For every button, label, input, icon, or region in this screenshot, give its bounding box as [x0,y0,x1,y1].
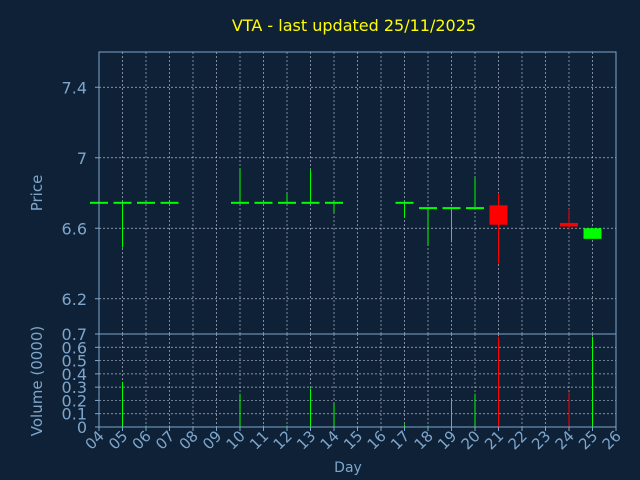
x-tick-label: 24 [552,427,578,453]
candle-body [489,205,508,225]
candle-body [419,207,437,210]
x-tick-label: 23 [528,427,554,453]
volume-y-tick-label: 0.4 [62,365,87,384]
price-candles [90,168,602,264]
volume-axis-label: Volume (0000) [28,326,46,436]
volume-gridlines [98,333,617,428]
x-tick-label: 11 [246,427,272,453]
x-tick-label: 18 [411,427,437,453]
x-tick-label: 08 [176,427,202,453]
x-tick-label: 09 [199,427,225,453]
x-tick-label: 21 [481,427,507,453]
candle-body [278,201,296,204]
volume-y-ticks: 00.10.20.30.40.50.60.7 [62,325,99,437]
price-y-ticks: 6.2 6.6 7 7.4 [62,78,99,309]
price-panel: 6.2 6.6 7 7.4 Price [28,51,617,335]
volume-y-tick-label: 0.3 [62,378,87,397]
x-tick-label: 12 [270,427,296,453]
x-tick-label: 26 [599,427,625,453]
x-tick-label: 06 [129,427,155,453]
x-tick-label: 22 [505,427,531,453]
x-tick-label: 17 [387,427,413,453]
candle-body [560,222,578,227]
candle-body [442,207,461,210]
candle-body [231,201,249,204]
candle-body [160,201,179,204]
x-tick-label: 15 [340,427,366,453]
candle-body [325,201,343,204]
x-axis-label: Day [334,460,362,476]
x-tick-label: 07 [152,427,178,453]
x-tick-label: 20 [458,427,484,453]
x-tick-label: 13 [293,427,319,453]
x-tick-label: 19 [434,427,460,453]
candle-body [254,201,273,204]
candle-body [466,207,484,210]
price-y-tick-label: 7.4 [62,78,87,97]
candle-body [583,228,602,239]
volume-bars [98,336,593,427]
price-axis-label: Price [28,175,46,212]
x-tick-label: 25 [575,427,601,453]
price-y-tick-label: 6.6 [62,219,87,238]
candle-body [395,201,414,204]
x-tick-label: 10 [223,427,249,453]
x-tick-label: 16 [364,427,390,453]
volume-panel: 00.10.20.30.40.50.60.7 Volume (0000) 040… [28,325,625,476]
x-tick-label: 05 [105,427,131,453]
volume-y-tick-label: 0.2 [62,391,87,410]
volume-y-tick-label: 0.7 [62,325,87,344]
candle-body [113,201,132,204]
x-axis-ticks: 0405060708091011121314151617181920212223… [82,427,625,453]
volume-y-tick-label: 0.6 [62,338,87,357]
candle-body [137,201,155,204]
price-y-tick-label: 6.2 [62,290,87,309]
chart-title: VTA - last updated 25/11/2025 [232,16,476,35]
candle-body [301,201,320,204]
volume-y-tick-label: 0.5 [62,352,87,371]
price-gridlines [98,52,617,334]
price-y-tick-label: 7 [77,149,87,168]
x-tick-label: 14 [317,427,343,453]
volume-y-tick-label: 0.1 [62,405,87,424]
volume-y-tick-label: 0 [77,418,87,437]
